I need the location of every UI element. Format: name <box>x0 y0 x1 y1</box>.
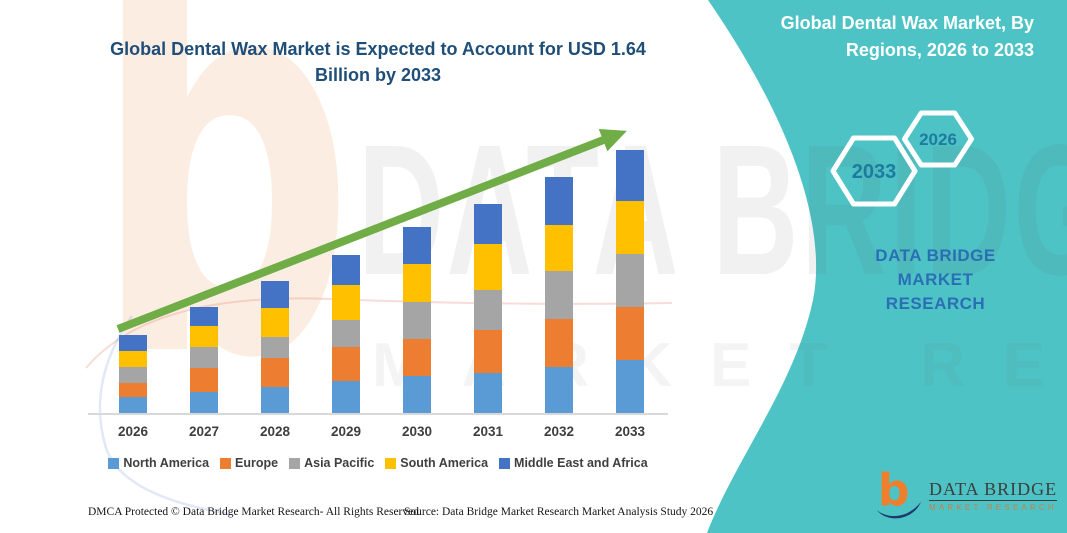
legend-label: Europe <box>235 456 279 470</box>
bar-segment-asia-pacific-2033 <box>616 254 644 307</box>
bar-segment-south-america-2027 <box>190 326 218 347</box>
x-axis-label-2031: 2031 <box>472 424 504 439</box>
x-axis-label-2033: 2033 <box>614 424 646 439</box>
bar-segment-asia-pacific-2026 <box>119 367 147 383</box>
bar-segment-europe-2030 <box>403 339 431 376</box>
x-axis-label-2027: 2027 <box>188 424 220 439</box>
legend-swatch-icon <box>499 457 511 469</box>
bar-segment-europe-2026 <box>119 383 147 397</box>
legend-label: Middle East and Africa <box>514 456 648 470</box>
bar-segment-asia-pacific-2032 <box>545 271 573 319</box>
chart-title-line2: Billion by 2033 <box>314 65 442 85</box>
side-panel-title-line2: Regions, 2026 to 2033 <box>845 40 1034 60</box>
bar-segment-europe-2033 <box>616 307 644 360</box>
hexagon-2026-label: 2026 <box>919 130 957 149</box>
bar-segment-middle-east-and-africa-2031 <box>474 204 502 244</box>
brand-text-line1: DATA BRIDGE MARKET <box>875 246 996 289</box>
bar-segment-asia-pacific-2027 <box>190 347 218 368</box>
bar-segment-south-america-2032 <box>545 225 573 271</box>
legend-swatch-icon <box>220 457 232 469</box>
logo-name: DATA BRIDGE <box>929 479 1058 499</box>
bar-segment-south-america-2026 <box>119 351 147 367</box>
dmca-notice: DMCA Protected © Data Bridge Market Rese… <box>88 506 422 518</box>
x-axis-labels: 2026 2027 2028 2029 2030 2031 2032 2033 <box>88 424 668 442</box>
source-note: Source: Data Bridge Market Research Mark… <box>404 506 714 518</box>
bar-segment-europe-2031 <box>474 330 502 373</box>
chart-title: Global Dental Wax Market is Expected to … <box>68 36 688 88</box>
bar-segment-north-america-2030 <box>403 376 431 413</box>
company-logo: b DATA BRIDGE MARKET RESEARCH <box>876 466 1058 520</box>
logo-divider <box>929 500 1058 501</box>
logo-b-icon: b <box>876 466 922 519</box>
bar-segment-middle-east-and-africa-2026 <box>119 335 147 351</box>
legend-label: North America <box>123 456 210 470</box>
bar-segment-europe-2032 <box>545 319 573 367</box>
side-panel-title: Global Dental Wax Market, By Regions, 20… <box>704 10 1034 64</box>
logo-text: DATA BRIDGE MARKET RESEARCH <box>929 466 1058 512</box>
legend-item-middle-east-and-africa: Middle East and Africa <box>499 456 648 470</box>
logo-subtitle: MARKET RESEARCH <box>929 503 1057 512</box>
bar-segment-south-america-2028 <box>261 308 289 337</box>
brand-text: DATA BRIDGE MARKET RESEARCH <box>838 244 1033 316</box>
x-axis-label-2028: 2028 <box>259 424 291 439</box>
legend-label: South America <box>400 456 489 470</box>
bar-segment-north-america-2033 <box>616 360 644 413</box>
bar-segment-north-america-2027 <box>190 392 218 413</box>
bar-segment-north-america-2026 <box>119 397 147 413</box>
bar-segment-north-america-2031 <box>474 373 502 413</box>
side-panel-title-line1: Global Dental Wax Market, By <box>780 13 1034 33</box>
legend-swatch-icon <box>385 457 397 469</box>
bar-segment-europe-2028 <box>261 358 289 387</box>
legend-item-south-america: South America <box>385 456 488 470</box>
legend-swatch-icon <box>289 457 301 469</box>
bar-segment-asia-pacific-2031 <box>474 290 502 330</box>
bar-segment-south-america-2031 <box>474 244 502 290</box>
bar-segment-middle-east-and-africa-2027 <box>190 307 218 326</box>
bar-segment-middle-east-and-africa-2030 <box>403 227 431 264</box>
hexagon-badges: 2033 2026 <box>830 110 974 207</box>
x-axis-label-2032: 2032 <box>543 424 575 439</box>
brand-text-line2: RESEARCH <box>885 294 986 313</box>
x-axis-label-2029: 2029 <box>330 424 362 439</box>
x-axis-line <box>88 413 668 415</box>
legend-item-asia-pacific: Asia Pacific <box>289 456 374 470</box>
bar-segment-asia-pacific-2028 <box>261 337 289 358</box>
chart-legend: North America Europe Asia Pacific South Ame… <box>88 456 668 470</box>
x-axis-label-2030: 2030 <box>401 424 433 439</box>
bar-segment-south-america-2029 <box>332 285 360 320</box>
bar-segment-middle-east-and-africa-2032 <box>545 177 573 225</box>
bar-segment-middle-east-and-africa-2029 <box>332 255 360 285</box>
legend-item-north-america: North America <box>108 456 209 470</box>
bar-segment-north-america-2028 <box>261 387 289 413</box>
bar-segment-south-america-2033 <box>616 201 644 254</box>
hexagon-2033-label: 2033 <box>852 161 897 183</box>
bar-segment-europe-2027 <box>190 368 218 392</box>
legend-label: Asia Pacific <box>304 456 375 470</box>
bar-chart-plot <box>88 130 668 415</box>
bar-segment-north-america-2032 <box>545 367 573 413</box>
bar-segment-middle-east-and-africa-2028 <box>261 281 289 308</box>
x-axis-label-2026: 2026 <box>117 424 149 439</box>
bar-segment-north-america-2029 <box>332 381 360 413</box>
bar-segment-asia-pacific-2029 <box>332 320 360 347</box>
bar-segment-south-america-2030 <box>403 264 431 302</box>
bar-segment-middle-east-and-africa-2033 <box>616 150 644 201</box>
legend-item-europe: Europe <box>220 456 278 470</box>
chart-title-line1: Global Dental Wax Market is Expected to … <box>110 39 646 59</box>
logo-b-glyph: b <box>878 466 910 516</box>
legend-swatch-icon <box>108 457 120 469</box>
bar-segment-asia-pacific-2030 <box>403 302 431 339</box>
bar-segment-europe-2029 <box>332 347 360 381</box>
